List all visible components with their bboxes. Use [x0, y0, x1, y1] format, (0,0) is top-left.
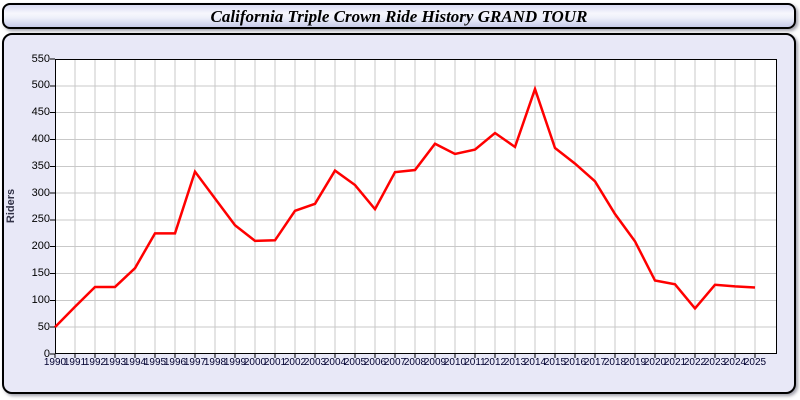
x-tick-label: 2009 [423, 357, 447, 368]
x-tick-label: 1991 [63, 357, 87, 368]
chart-plot [50, 58, 777, 358]
x-tick-label: 2002 [283, 357, 307, 368]
x-tick-label: 1993 [103, 357, 127, 368]
x-tick-label: 2010 [443, 357, 467, 368]
x-tick-label: 2019 [623, 357, 647, 368]
x-tick-label: 2011 [464, 357, 486, 368]
x-tick-label: 2024 [723, 357, 747, 368]
y-tick-label: 100 [31, 293, 50, 306]
x-tick-label: 2022 [683, 357, 707, 368]
x-tick-label: 2020 [643, 357, 667, 368]
y-tick-label: 250 [31, 213, 50, 226]
y-tick-label: 300 [31, 186, 50, 199]
x-tick-label: 2008 [403, 357, 427, 368]
x-tick-label: 2025 [743, 357, 767, 368]
y-tick-label: 400 [31, 132, 50, 145]
riders-line [54, 85, 756, 329]
x-tick-label: 2003 [303, 357, 327, 368]
y-tick-label: 0 [43, 347, 50, 360]
y-tick-label: 350 [31, 159, 50, 172]
x-tick-label: 2005 [343, 357, 367, 368]
x-tick-label: 2000 [243, 357, 267, 368]
x-tick-label: 2006 [363, 357, 387, 368]
x-tick-label: 1999 [223, 357, 247, 368]
x-tick-label: 2007 [383, 357, 407, 368]
x-tick-label: 1996 [163, 357, 187, 368]
x-tick-label: 2021 [663, 357, 687, 368]
y-tick-label: 450 [31, 106, 50, 119]
y-tick-label: 150 [31, 267, 50, 280]
plot-border [55, 59, 777, 354]
x-tick-label: 2016 [563, 357, 587, 368]
x-tick-label: 1998 [203, 357, 227, 368]
x-tick-label: 1992 [83, 357, 107, 368]
x-tick-label: 2014 [523, 357, 547, 368]
x-tick-label: 2012 [483, 357, 507, 368]
x-tick-label: 2015 [543, 357, 567, 368]
x-tick-label: 2013 [503, 357, 527, 368]
x-tick-label: 1990 [43, 357, 67, 368]
x-tick-label: 1995 [143, 357, 167, 368]
x-tick-label: 2023 [703, 357, 727, 368]
x-tick-label: 2017 [583, 357, 607, 368]
x-tick-label: 2004 [323, 357, 347, 368]
y-tick-label: 50 [37, 320, 50, 333]
title-bar: California Triple Crown Ride History GRA… [2, 3, 796, 29]
y-tick-label: 550 [31, 52, 50, 65]
x-tick-label: 2001 [263, 357, 287, 368]
page-title: California Triple Crown Ride History GRA… [210, 6, 588, 26]
x-tick-label: 2018 [603, 357, 627, 368]
y-tick-label: 200 [31, 240, 50, 253]
y-tick-label: 500 [31, 79, 50, 92]
x-tick-label: 1997 [183, 357, 207, 368]
x-tick-label: 1994 [123, 357, 147, 368]
